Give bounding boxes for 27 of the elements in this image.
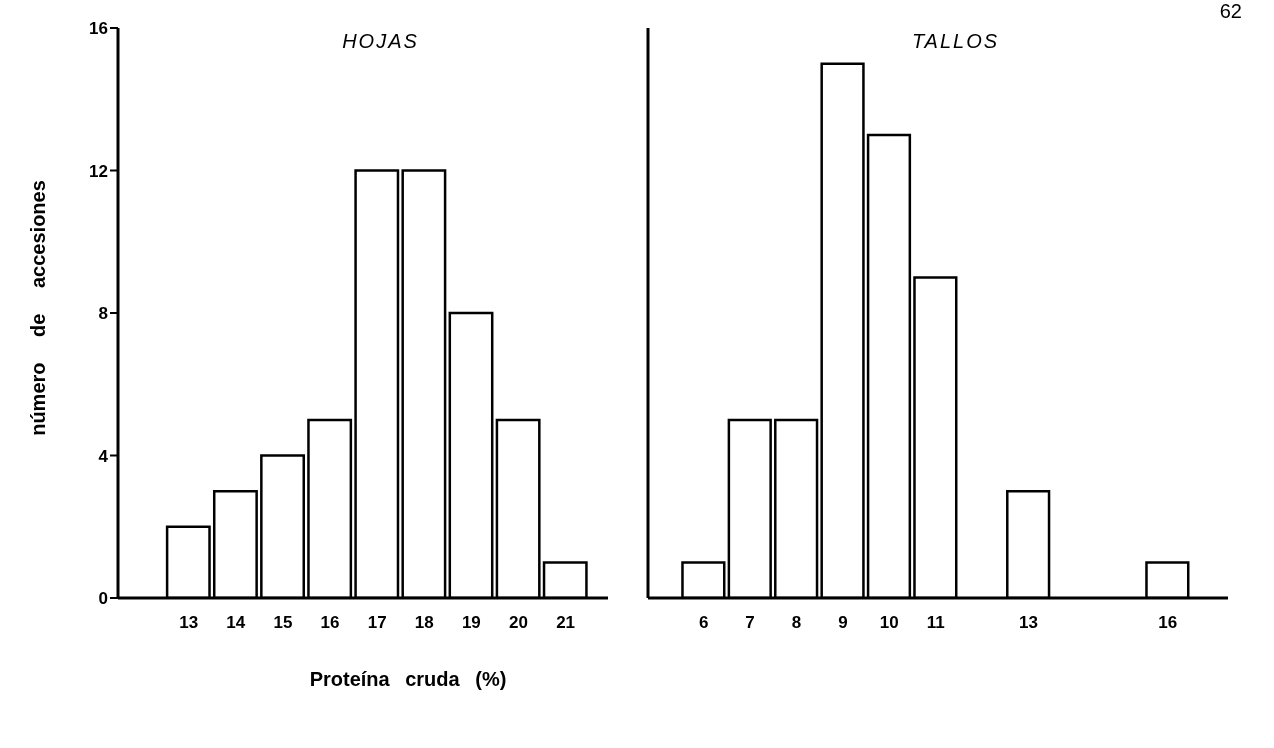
x-tick-label: 10 [879, 613, 899, 633]
y-tick-label: 16 [89, 19, 108, 39]
y-tick-label: 0 [98, 589, 108, 609]
x-tick-label: 15 [273, 613, 293, 633]
text: 62 [1219, 0, 1242, 23]
x-tick-label: 16 [1158, 613, 1178, 633]
y-axis-title: número de accesiones [26, 180, 50, 436]
x-tick-label: 18 [414, 613, 434, 633]
x-axis-title: Proteína cruda (%) [308, 668, 508, 691]
chart-title: HOJAS [341, 30, 420, 53]
y-tick-label: 4 [98, 446, 109, 466]
y-tick-label: 8 [98, 304, 108, 324]
x-tick-label: 13 [179, 613, 199, 633]
chart-title: TALLOS [910, 30, 1001, 53]
x-tick-label: 11 [926, 613, 945, 633]
x-tick-label: 6 [698, 613, 709, 633]
x-tick-label: 7 [745, 613, 755, 633]
x-tick-label: 19 [461, 613, 481, 633]
y-tick-label: 12 [89, 161, 108, 181]
x-tick-label: 14 [226, 613, 246, 633]
x-tick-label: 9 [838, 613, 848, 633]
x-tick-label: 17 [367, 613, 387, 633]
x-tick-label: 21 [556, 613, 576, 633]
x-tick-label: 13 [1019, 613, 1038, 633]
x-tick-label: 20 [509, 613, 528, 633]
x-tick-label: 8 [791, 613, 802, 633]
x-tick-label: 16 [320, 613, 340, 633]
